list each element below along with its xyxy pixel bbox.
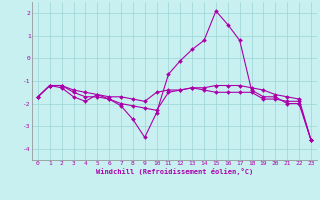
X-axis label: Windchill (Refroidissement éolien,°C): Windchill (Refroidissement éolien,°C) xyxy=(96,168,253,175)
